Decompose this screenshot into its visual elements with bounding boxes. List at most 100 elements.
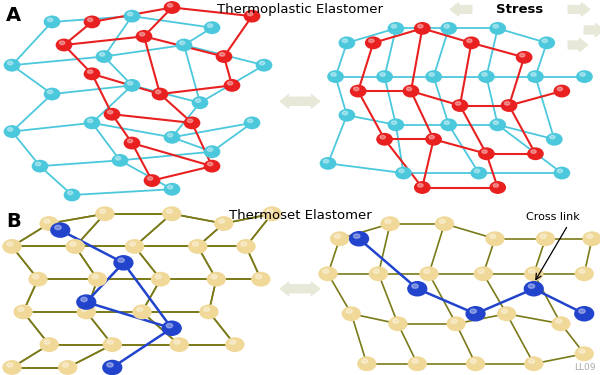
Ellipse shape: [224, 79, 241, 92]
Ellipse shape: [218, 219, 224, 223]
Ellipse shape: [112, 154, 128, 167]
Ellipse shape: [88, 272, 107, 286]
Ellipse shape: [44, 340, 50, 344]
Ellipse shape: [35, 162, 41, 166]
Ellipse shape: [169, 337, 189, 352]
Ellipse shape: [452, 99, 469, 112]
Ellipse shape: [208, 24, 213, 27]
Ellipse shape: [478, 269, 484, 273]
Ellipse shape: [502, 309, 508, 314]
Ellipse shape: [451, 319, 457, 323]
Ellipse shape: [388, 316, 407, 331]
Ellipse shape: [444, 24, 449, 28]
FancyArrow shape: [298, 94, 320, 108]
Ellipse shape: [191, 96, 208, 109]
Ellipse shape: [56, 39, 73, 51]
Ellipse shape: [536, 231, 555, 246]
Ellipse shape: [115, 156, 121, 160]
Ellipse shape: [44, 219, 50, 223]
Ellipse shape: [579, 309, 585, 314]
Ellipse shape: [107, 363, 113, 367]
Ellipse shape: [262, 206, 281, 221]
Ellipse shape: [244, 117, 260, 129]
FancyArrow shape: [568, 2, 590, 16]
Ellipse shape: [330, 231, 349, 246]
Ellipse shape: [251, 272, 271, 286]
Ellipse shape: [124, 136, 140, 150]
Ellipse shape: [380, 135, 385, 139]
Ellipse shape: [380, 216, 400, 231]
Ellipse shape: [419, 266, 439, 281]
Ellipse shape: [319, 266, 338, 281]
Ellipse shape: [100, 53, 105, 56]
Ellipse shape: [206, 272, 226, 286]
Ellipse shape: [575, 266, 594, 281]
Ellipse shape: [247, 12, 253, 16]
Ellipse shape: [529, 359, 535, 363]
Ellipse shape: [407, 356, 427, 371]
Ellipse shape: [62, 363, 68, 367]
Ellipse shape: [414, 181, 431, 194]
Ellipse shape: [425, 70, 442, 83]
Ellipse shape: [429, 135, 434, 139]
Ellipse shape: [33, 274, 39, 279]
Ellipse shape: [490, 118, 506, 131]
Ellipse shape: [353, 234, 360, 238]
FancyArrow shape: [568, 38, 588, 52]
Ellipse shape: [482, 73, 487, 76]
Ellipse shape: [203, 160, 220, 172]
Ellipse shape: [208, 162, 213, 166]
Ellipse shape: [113, 255, 134, 271]
Ellipse shape: [127, 12, 133, 16]
Ellipse shape: [58, 360, 77, 375]
Ellipse shape: [357, 356, 377, 371]
Ellipse shape: [83, 15, 100, 28]
Ellipse shape: [574, 306, 595, 321]
Ellipse shape: [473, 266, 493, 281]
Ellipse shape: [463, 36, 479, 49]
Ellipse shape: [88, 18, 93, 22]
Ellipse shape: [47, 18, 53, 22]
Ellipse shape: [137, 308, 143, 312]
Ellipse shape: [95, 206, 115, 221]
Ellipse shape: [2, 239, 22, 254]
Ellipse shape: [7, 363, 13, 367]
Ellipse shape: [391, 121, 397, 124]
Ellipse shape: [467, 39, 472, 42]
Ellipse shape: [179, 41, 185, 45]
Ellipse shape: [399, 169, 404, 172]
Ellipse shape: [403, 85, 419, 98]
Ellipse shape: [320, 157, 337, 170]
Ellipse shape: [369, 266, 388, 281]
Ellipse shape: [414, 22, 431, 35]
Ellipse shape: [143, 174, 160, 187]
Ellipse shape: [323, 159, 329, 163]
Ellipse shape: [338, 36, 355, 49]
Ellipse shape: [395, 166, 412, 180]
Ellipse shape: [67, 191, 73, 195]
Ellipse shape: [440, 22, 457, 35]
Ellipse shape: [342, 111, 347, 115]
Ellipse shape: [236, 239, 256, 254]
Ellipse shape: [524, 356, 544, 371]
Ellipse shape: [164, 183, 181, 196]
Ellipse shape: [346, 309, 352, 314]
Ellipse shape: [102, 360, 122, 375]
Ellipse shape: [407, 281, 427, 297]
Ellipse shape: [59, 41, 65, 45]
Ellipse shape: [203, 21, 220, 34]
Ellipse shape: [341, 306, 361, 321]
Ellipse shape: [47, 90, 53, 94]
Ellipse shape: [444, 121, 449, 124]
Ellipse shape: [520, 53, 525, 57]
Ellipse shape: [225, 337, 245, 352]
Ellipse shape: [83, 117, 100, 129]
Ellipse shape: [542, 39, 548, 42]
Ellipse shape: [167, 185, 173, 189]
Ellipse shape: [524, 266, 544, 281]
Ellipse shape: [327, 70, 344, 83]
Ellipse shape: [107, 110, 113, 114]
Ellipse shape: [193, 242, 199, 246]
Ellipse shape: [166, 209, 173, 213]
Ellipse shape: [161, 321, 182, 336]
